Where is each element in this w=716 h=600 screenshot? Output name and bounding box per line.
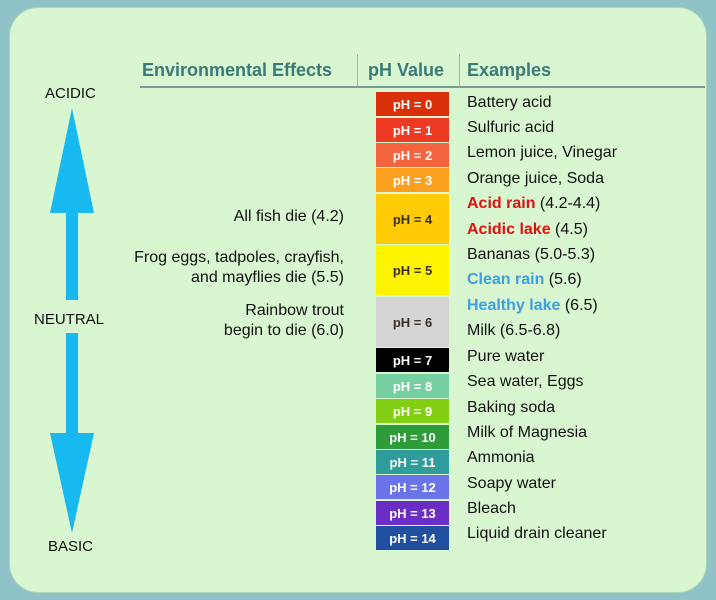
effect-note: Frog eggs, tadpoles, crayfish, and mayfli…: [134, 248, 344, 288]
ph-box-9: pH = 9: [376, 399, 449, 423]
effect-note: Rainbow trout begin to die (6.0): [224, 301, 344, 341]
ph-box-5: pH = 5: [376, 245, 449, 295]
example-highlight: Acid rain: [467, 195, 536, 212]
example-item: Sea water, Eggs: [467, 373, 584, 390]
ph-box-11: pH = 11: [376, 450, 449, 474]
ph-box-1: pH = 1: [376, 118, 449, 142]
down-arrow-icon: [50, 333, 94, 533]
example-item: Acidic lake (4.5): [467, 217, 588, 242]
ph-box-14: pH = 14: [376, 526, 449, 550]
effect-line: All fish die (4.2): [233, 208, 344, 225]
example-item: Liquid drain cleaner: [467, 525, 607, 542]
header-separator: [459, 54, 460, 88]
up-arrow-icon: [50, 108, 94, 300]
effect-line: Rainbow trout: [245, 302, 344, 319]
ph-box-3: pH = 3: [376, 168, 449, 192]
example-item: Soapy water: [467, 475, 556, 492]
ph-box-13: pH = 13: [376, 501, 449, 525]
example-item: Pure water: [467, 348, 545, 365]
example-detail: (5.6): [544, 271, 582, 288]
header-examples: Examples: [467, 60, 552, 80]
example-item: Lemon juice, Vinegar: [467, 144, 618, 161]
example-detail: (4.5): [550, 221, 588, 238]
example-item: Bananas (5.0-5.3): [467, 246, 596, 263]
example-detail: (6.5): [560, 297, 598, 314]
neutral-label: NEUTRAL: [34, 311, 105, 328]
scale-arrows-group: [50, 108, 94, 533]
ph-box-8: pH = 8: [376, 374, 449, 398]
ph-scale-card: Environmental Effects pH Value Examples …: [10, 8, 706, 592]
example-item: Baking soda: [467, 399, 556, 416]
ph-box-6: pH = 6: [376, 297, 449, 347]
example-highlight: Clean rain: [467, 271, 545, 288]
example-highlight: Healthy lake: [467, 297, 561, 314]
example-item: Bleach: [467, 500, 516, 517]
example-item: Ammonia: [467, 449, 535, 466]
header-environmental-effects: Environmental Effects: [142, 60, 333, 80]
example-item: Healthy lake (6.5): [467, 293, 598, 318]
ph-box-7: pH = 7: [376, 348, 449, 372]
basic-label: BASIC: [48, 538, 94, 555]
example-highlight: Acidic lake: [467, 221, 551, 238]
acidic-basic-arrows: [50, 108, 94, 533]
example-item: Clean rain (5.6): [467, 267, 582, 292]
example-item: Orange juice, Soda: [467, 170, 604, 187]
ph-box-2: pH = 2: [376, 143, 449, 167]
effect-line: begin to die (6.0): [223, 322, 344, 339]
effect-line: Frog eggs, tadpoles, crayfish,: [134, 249, 344, 266]
header-underline: [140, 86, 705, 88]
example-item: Acid rain (4.2-4.4): [467, 191, 600, 216]
example-item: Sulfuric acid: [467, 119, 555, 136]
ph-box-4: pH = 4: [376, 194, 449, 244]
ph-box-0: pH = 0: [376, 92, 449, 116]
example-item: Milk (6.5-6.8): [467, 322, 561, 339]
ph-box-10: pH = 10: [376, 425, 449, 449]
effect-line: and mayflies die (5.5): [191, 269, 344, 286]
example-item: Milk of Magnesia: [467, 424, 588, 441]
effect-note: All fish die (4.2): [234, 207, 344, 227]
ph-box-12: pH = 12: [376, 475, 449, 499]
example-detail: (4.2-4.4): [535, 195, 601, 212]
header-ph-value: pH Value: [368, 60, 445, 80]
example-item: Battery acid: [467, 94, 552, 111]
header-separator: [357, 54, 358, 88]
acidic-label: ACIDIC: [45, 85, 96, 102]
